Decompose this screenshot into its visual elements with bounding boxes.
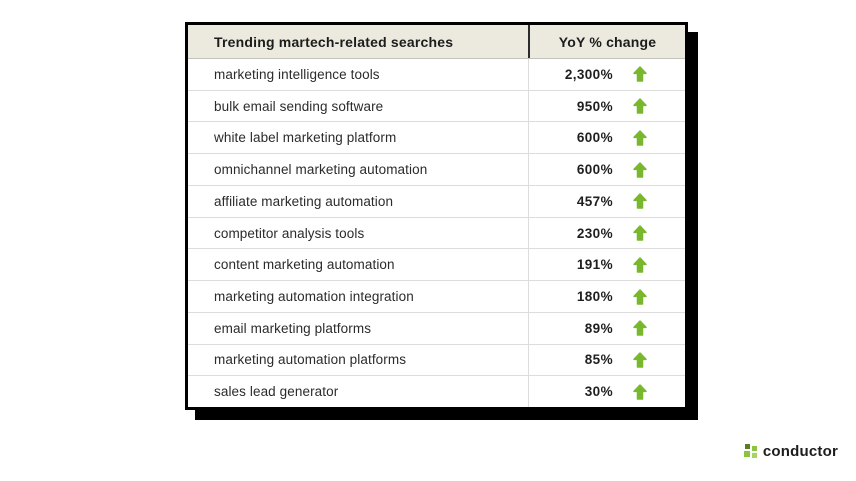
yoy-change-value: 2,300% — [564, 66, 613, 82]
table-row: affiliate marketing automation 457% — [188, 185, 685, 218]
trend-up-arrow-icon — [633, 320, 647, 336]
table-row: sales lead generator 30% — [188, 376, 685, 408]
table-row: marketing intelligence tools 2,300% — [188, 59, 685, 91]
trend-up-arrow-icon — [633, 98, 647, 114]
yoy-change-cell: 180% — [528, 281, 685, 312]
yoy-change-value: 950% — [576, 98, 613, 114]
yoy-change-value: 230% — [576, 225, 613, 241]
table-row: marketing automation integration 180% — [188, 281, 685, 313]
yoy-change-cell: 230% — [528, 217, 685, 249]
search-term: marketing automation platforms — [214, 352, 407, 368]
column-header-yoy-change: YoY % change — [528, 25, 685, 58]
table-row: bulk email sending software 950% — [188, 90, 685, 123]
search-term: content marketing automation — [214, 257, 395, 273]
table-row: omnichannel marketing automation 600% — [188, 154, 685, 186]
search-term: sales lead generator — [214, 384, 339, 400]
search-term: omnichannel marketing automation — [214, 162, 428, 178]
trend-up-arrow-icon — [633, 225, 647, 241]
yoy-change-value: 191% — [576, 257, 613, 273]
table-row: email marketing platforms 89% — [188, 312, 685, 345]
yoy-change-cell: 2,300% — [528, 59, 685, 90]
table-row: marketing automation platforms 85% — [188, 344, 685, 377]
conductor-logo-text: conductor — [762, 443, 838, 460]
yoy-change-cell: 600% — [528, 154, 685, 185]
table-row: competitor analysis tools 230% — [188, 217, 685, 250]
table-row: content marketing automation 191% — [188, 249, 685, 282]
search-term: white label marketing platform — [214, 130, 397, 146]
trend-up-arrow-icon — [633, 161, 647, 178]
yoy-change-value: 457% — [576, 193, 613, 209]
trend-up-arrow-icon — [633, 130, 647, 146]
yoy-change-value: 600% — [576, 162, 613, 178]
yoy-change-cell: 89% — [528, 312, 685, 344]
yoy-change-value: 30% — [584, 384, 613, 400]
trend-up-arrow-icon — [633, 193, 647, 210]
table-body: marketing intelligence tools 2,300% bulk… — [188, 59, 685, 408]
yoy-change-value: 600% — [576, 130, 613, 146]
search-term: bulk email sending software — [214, 98, 384, 114]
yoy-change-cell: 950% — [528, 90, 685, 122]
search-term: marketing automation integration — [214, 289, 414, 304]
yoy-change-cell: 191% — [528, 249, 685, 281]
yoy-change-value: 180% — [576, 289, 613, 304]
trending-searches-table: Trending martech-related searches YoY % … — [185, 22, 688, 410]
yoy-change-cell: 85% — [528, 344, 685, 376]
conductor-logo: conductor — [743, 443, 838, 460]
yoy-change-cell: 600% — [528, 122, 685, 154]
search-term: email marketing platforms — [214, 320, 372, 336]
yoy-change-cell: 457% — [528, 185, 685, 217]
trend-up-arrow-icon — [633, 383, 647, 400]
trend-up-arrow-icon — [633, 352, 647, 368]
yoy-change-value: 89% — [584, 320, 613, 336]
table-header-row: Trending martech-related searches YoY % … — [188, 25, 685, 59]
table-row: white label marketing platform 600% — [188, 122, 685, 155]
yoy-change-value: 85% — [584, 352, 613, 368]
search-term: marketing intelligence tools — [214, 66, 380, 82]
yoy-change-cell: 30% — [528, 376, 685, 408]
search-term: affiliate marketing automation — [214, 193, 394, 209]
trend-up-arrow-icon — [633, 288, 647, 305]
column-header-searches: Trending martech-related searches — [214, 33, 454, 50]
conductor-squares-icon — [743, 444, 759, 459]
trend-up-arrow-icon — [633, 66, 647, 83]
trend-up-arrow-icon — [633, 257, 647, 273]
search-term: competitor analysis tools — [214, 225, 365, 241]
